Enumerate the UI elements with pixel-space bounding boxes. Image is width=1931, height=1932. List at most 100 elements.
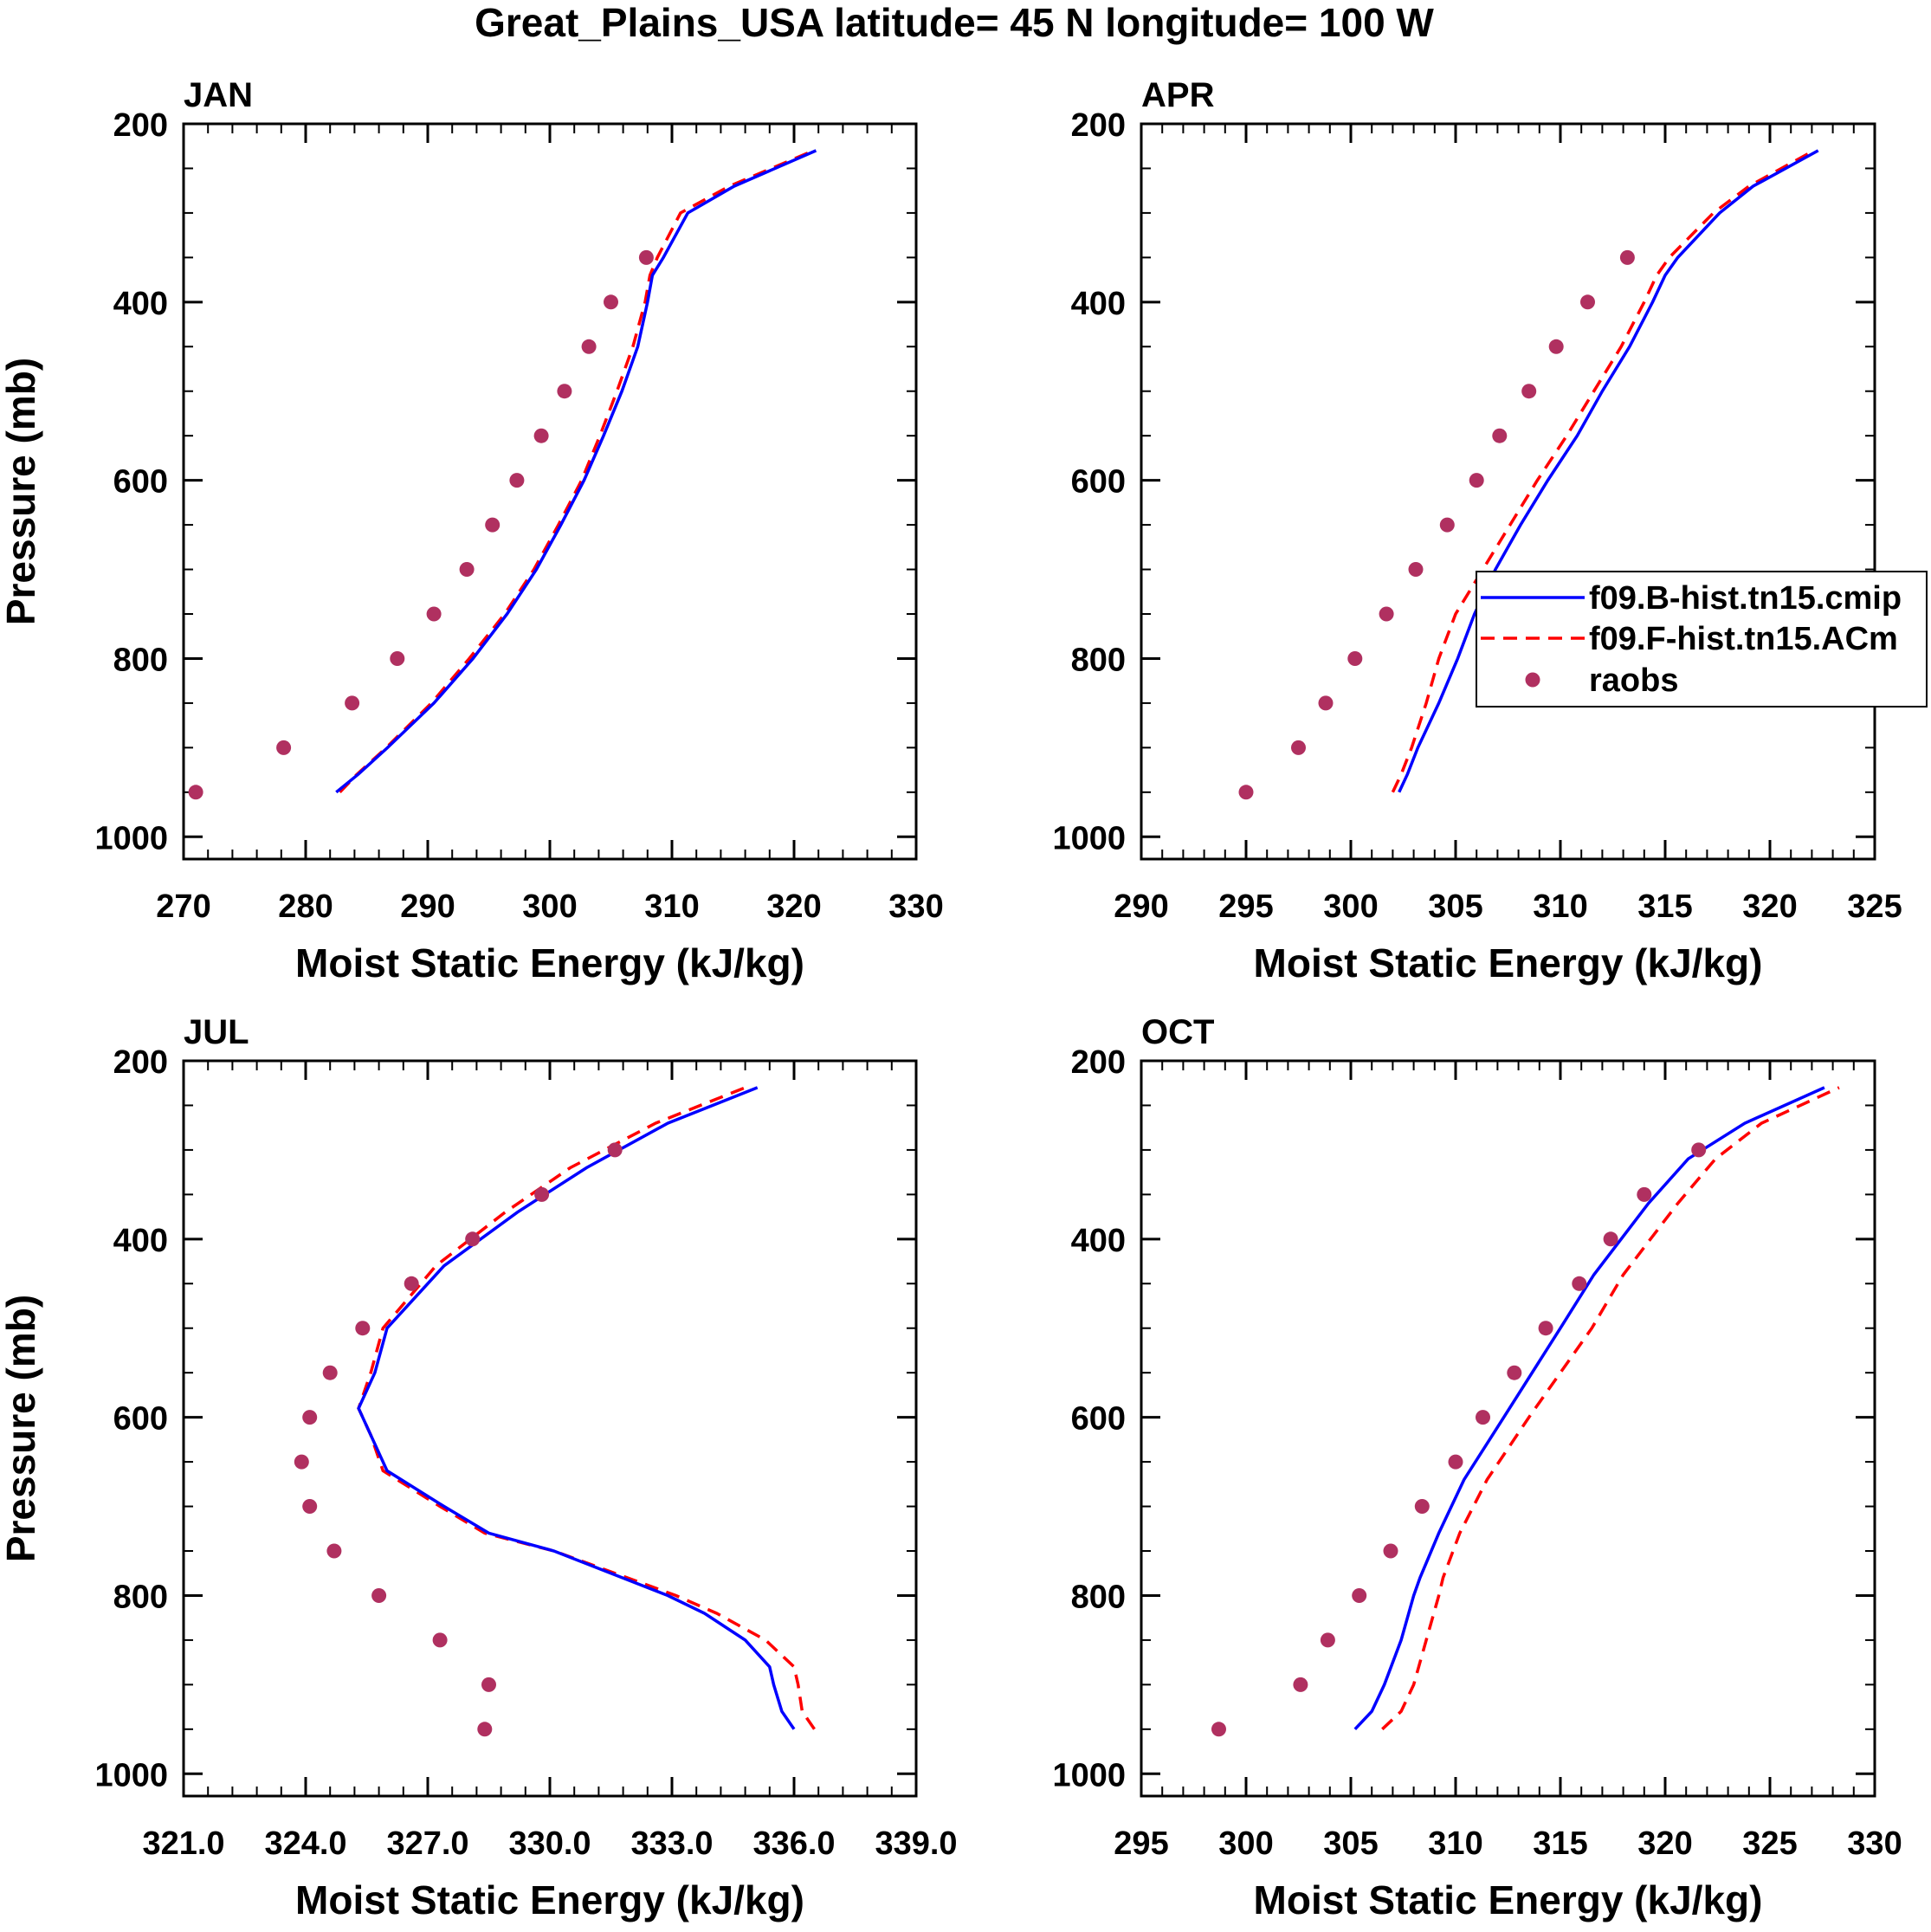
raobs-point [1691, 1142, 1707, 1158]
x-tick-label: 324.0 [264, 1825, 346, 1862]
plot-frame [1140, 1059, 1876, 1798]
raobs-point [1637, 1186, 1652, 1202]
raobs-point [465, 1231, 481, 1247]
raobs-point [326, 1543, 342, 1559]
legend-label: raobs [1589, 662, 1678, 699]
raobs-point [390, 651, 405, 666]
panel-title: JUL [184, 1013, 249, 1051]
raobs-point [485, 517, 501, 533]
raobs-point [1439, 517, 1455, 533]
raobs-point [1603, 1231, 1618, 1247]
y-tick-label: 600 [113, 464, 168, 501]
x-tick-label: 315 [1533, 1825, 1587, 1862]
raobs-point [355, 1321, 371, 1336]
legend-label: f09.B-hist.tn15.cmip [1589, 580, 1902, 617]
legend: f09.B-hist.tn15.cmip f09.F-hist.tn15.ACm… [1476, 571, 1928, 708]
y-tick-label: 1000 [94, 820, 168, 856]
y-tick-label: 200 [1071, 1044, 1126, 1081]
legend-label: f09.F-hist.tn15.ACm [1589, 621, 1898, 657]
x-tick-label: 320 [766, 888, 821, 925]
y-tick-label: 400 [1071, 1223, 1126, 1259]
x-tick-label: 325 [1847, 888, 1902, 925]
raobs-point [638, 249, 654, 265]
raobs-point [322, 1365, 338, 1380]
y-tick-label: 800 [1071, 1579, 1126, 1615]
series-line-model-f [339, 149, 815, 794]
raobs-point [509, 473, 525, 488]
x-tick-label: 327.0 [386, 1825, 468, 1862]
x-tick-label: 280 [278, 888, 333, 925]
y-tick-label: 1000 [94, 1757, 168, 1793]
raobs-point [1238, 785, 1254, 800]
x-axis-label: Moist Static Energy (kJ/kg) [1254, 940, 1763, 985]
y-tick-label: 400 [113, 286, 168, 322]
y-tick-label: 400 [113, 1223, 168, 1259]
y-tick-label: 1000 [1052, 820, 1126, 856]
x-tick-label: 305 [1323, 1825, 1378, 1862]
x-tick-label: 290 [1114, 888, 1168, 925]
x-tick-label: 295 [1218, 888, 1273, 925]
raobs-point [1352, 1588, 1367, 1603]
series-line-model-f [1381, 1086, 1840, 1731]
y-tick-label: 600 [1071, 1401, 1126, 1438]
x-axis-label: Moist Static Energy (kJ/kg) [295, 1877, 804, 1922]
panel-jul: 200 400 600 800 1000 321.0 324.0 327.0 330.0 333.… [0, 1013, 958, 1922]
raobs-point [1507, 1365, 1522, 1380]
raobs-point [557, 384, 572, 399]
series-line-model-b [357, 1086, 796, 1730]
raobs-point [371, 1588, 387, 1603]
raobs-point [294, 1454, 309, 1470]
x-tick-label: 321.0 [142, 1825, 224, 1862]
raobs-point [1318, 695, 1334, 711]
raobs-point [404, 1276, 419, 1291]
raobs-point [302, 1499, 318, 1514]
y-tick-label: 800 [113, 642, 168, 678]
raobs-point [1538, 1321, 1553, 1336]
y-tick-label: 600 [1071, 464, 1126, 501]
raobs-point [459, 562, 475, 577]
y-tick-label: 200 [1071, 107, 1126, 144]
y-tick-label: 400 [1071, 286, 1126, 322]
raobs-point [481, 1677, 496, 1692]
raobs-point [276, 740, 292, 755]
raobs-point [534, 1186, 550, 1202]
raobs-point [426, 606, 442, 622]
raobs-point [1619, 249, 1635, 265]
raobs-point [1408, 562, 1424, 577]
x-tick-label: 290 [400, 888, 455, 925]
raobs-point [533, 428, 549, 443]
x-tick-label: 315 [1637, 888, 1692, 925]
series-line-model-b [335, 149, 817, 794]
panel-jan: 200 400 600 800 1000 270 280 290 300 310 320 330 JAN… [0, 76, 944, 985]
x-tick-label: 300 [1218, 1825, 1273, 1862]
plot-frame [182, 1059, 918, 1798]
y-axis-label: Pressure (mb) [0, 1295, 43, 1562]
raobs-point [1476, 1410, 1490, 1425]
raobs-point [1521, 384, 1537, 399]
x-tick-label: 305 [1428, 888, 1482, 925]
x-tick-label: 310 [1428, 1825, 1482, 1862]
raobs-point [1448, 1454, 1463, 1470]
raobs-point [1469, 473, 1484, 488]
series-line-model-b [1398, 149, 1819, 793]
raobs-point [1320, 1632, 1335, 1648]
raobs-point [477, 1722, 493, 1737]
x-tick-label: 300 [522, 888, 577, 925]
legend-entry-raobs: raobs [1525, 662, 1678, 699]
y-tick-label: 600 [113, 1401, 168, 1438]
x-tick-label: 295 [1114, 1825, 1168, 1862]
series-line-model-f [357, 1086, 816, 1730]
x-axis-label: Moist Static Energy (kJ/kg) [295, 940, 804, 985]
raobs-point [1548, 339, 1564, 354]
x-tick-label: 333.0 [630, 1825, 713, 1862]
panel-title: APR [1141, 76, 1215, 114]
y-tick-label: 800 [1071, 642, 1126, 678]
y-tick-label: 1000 [1052, 1757, 1126, 1793]
raobs-point [432, 1632, 448, 1648]
y-axis-label: Pressure (mb) [0, 358, 43, 625]
y-tick-label: 200 [113, 107, 168, 144]
legend-entry-model-b: f09.B-hist.tn15.cmip [1481, 580, 1902, 617]
y-tick-label: 800 [113, 1579, 168, 1615]
raobs-point [1414, 1499, 1430, 1514]
x-tick-label: 339.0 [875, 1825, 957, 1862]
